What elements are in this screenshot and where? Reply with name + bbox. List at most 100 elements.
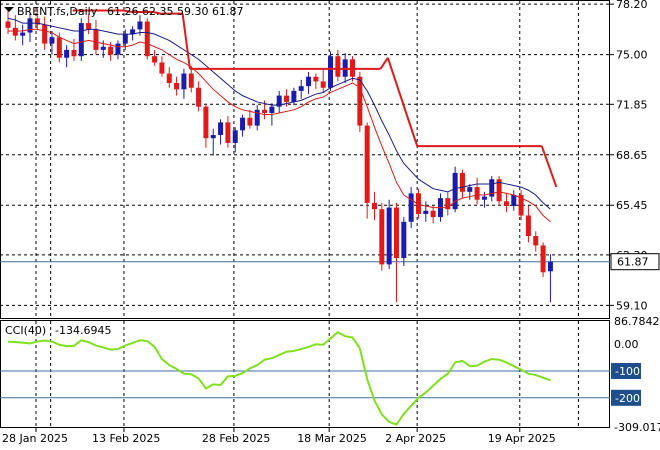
- symbol-label: BRENT.fs,Daily: [17, 5, 98, 18]
- cci-pane[interactable]: CCI(40) -134.6945: [0, 320, 610, 428]
- candle-body: [196, 87, 202, 107]
- candle-body: [56, 37, 62, 58]
- candle-body: [225, 122, 231, 143]
- cci-level-lines: [0, 370, 610, 399]
- time-axis: 28 Jan 2025 13 Feb 2025 28 Feb 2025 18 Mar …: [2, 428, 556, 445]
- candle-body: [122, 34, 128, 44]
- trailing-stop-segment: [153, 11, 161, 15]
- slow-moving-average-line: [7, 17, 551, 210]
- candle-body: [284, 95, 290, 102]
- candle-body: [49, 37, 55, 44]
- price-pane[interactable]: BRENT.fs,Daily 61.26 62.35 59.30 61.87: [0, 0, 610, 319]
- candle-body: [452, 172, 458, 210]
- candle-body: [20, 32, 26, 36]
- cci-grid: [35, 321, 579, 427]
- price-tick-label: 71.85: [616, 98, 648, 111]
- cci-level-box: [611, 389, 641, 406]
- candle-body: [408, 193, 414, 222]
- candle-body: [166, 73, 172, 84]
- candle-body: [115, 43, 121, 55]
- price-tick-label: 65.45: [616, 199, 648, 212]
- trailing-stop-line: [72, 9, 558, 188]
- candle-body: [364, 125, 370, 203]
- candle-body: [518, 194, 524, 216]
- time-tick-label: 18 Mar 2025: [297, 432, 367, 445]
- candle-body: [481, 196, 487, 200]
- candle-body: [445, 198, 451, 210]
- chart-header: BRENT.fs,Daily 61.26 62.35 59.30 61.87: [4, 5, 243, 18]
- collapse-triangle-icon[interactable]: [4, 7, 14, 12]
- candle-body: [489, 179, 495, 197]
- candle-body: [547, 261, 553, 272]
- candle-body: [254, 109, 260, 126]
- candle-body: [328, 56, 334, 88]
- cci-pane-border: [0, 320, 610, 428]
- trailing-stop-segment: [181, 13, 191, 69]
- candle-body: [533, 235, 539, 246]
- candle-body: [511, 194, 517, 207]
- price-tick-label: 75.00: [616, 49, 648, 62]
- candle-body: [313, 76, 319, 82]
- ohlc-values: 61.26 62.35 59.30 61.87: [107, 5, 243, 18]
- candle-body: [291, 90, 297, 102]
- time-tick-label: 28 Jan 2025: [2, 432, 68, 445]
- candle-body: [503, 201, 509, 207]
- candle-body: [262, 109, 268, 113]
- candle-body: [247, 117, 253, 126]
- candle-body: [386, 207, 392, 265]
- candle-body: [415, 193, 421, 214]
- candle-body: [430, 210, 436, 218]
- cci-tick-label: 0.00: [614, 338, 639, 351]
- cci-value: -134.6945: [55, 324, 111, 337]
- candle-body: [335, 56, 341, 77]
- time-tick-label: 2 Apr 2025: [385, 432, 446, 445]
- cci-label: CCI(40): [5, 324, 46, 337]
- candle-body: [93, 29, 99, 50]
- candle-body: [27, 18, 33, 33]
- candle-body: [467, 187, 473, 192]
- candle-body: [174, 83, 180, 90]
- trailing-stop-segment: [379, 57, 389, 70]
- cci-level-label: -100: [615, 365, 640, 378]
- candle-body: [34, 18, 40, 25]
- cci-line: [7, 330, 551, 426]
- price-tick-label: 78.20: [616, 0, 648, 11]
- candle-body: [210, 135, 216, 139]
- candle-body: [269, 106, 275, 113]
- price-pane-border: [0, 0, 610, 319]
- cci-tick-label: -309.017: [614, 421, 660, 434]
- candle-body: [42, 24, 48, 44]
- cci-level-label: -200: [615, 392, 640, 405]
- candle-body: [306, 76, 312, 87]
- candle-body: [152, 56, 158, 63]
- candle-body: [401, 221, 407, 259]
- candle-body: [137, 21, 143, 30]
- time-tick-label: 28 Feb 2025: [202, 432, 270, 445]
- candle-body: [159, 62, 165, 74]
- candle-body: [372, 202, 377, 210]
- current-price-box: [610, 253, 660, 271]
- time-tick-label: 19 Apr 2025: [488, 432, 556, 445]
- candle-body: [540, 245, 546, 273]
- candle-body: [240, 117, 246, 131]
- cci-header: CCI(40) -134.6945: [5, 324, 111, 337]
- candle-body: [298, 86, 304, 91]
- candle-body: [357, 76, 363, 126]
- candle-body: [474, 187, 480, 200]
- candle-body: [276, 95, 282, 107]
- candle-body: [218, 122, 224, 136]
- candle-body: [496, 179, 502, 202]
- candle-body: [423, 210, 429, 214]
- trailing-stop-segment: [123, 9, 132, 14]
- candle-body: [525, 215, 531, 236]
- candle-body: [71, 49, 77, 57]
- candle-body: [64, 49, 70, 58]
- cci-axis: 86.7842 0.00 -100 -200 -309.017: [611, 315, 660, 434]
- candle-body: [188, 73, 194, 88]
- price-grid: [0, 1, 610, 318]
- candle-body: [232, 130, 238, 143]
- candle-body: [130, 29, 136, 35]
- candle-body: [181, 73, 187, 90]
- candle-body: [78, 23, 84, 57]
